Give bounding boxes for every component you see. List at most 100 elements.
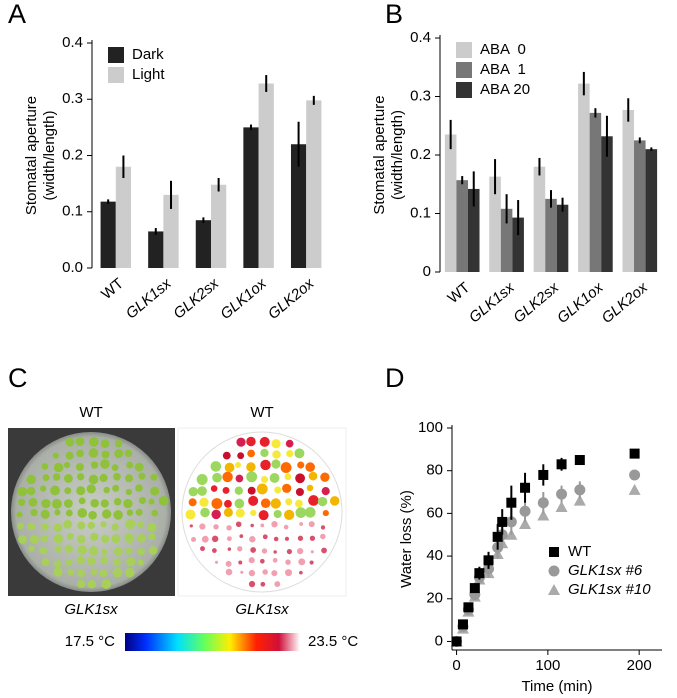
seedling <box>53 523 63 533</box>
seedling <box>100 521 107 528</box>
seedling <box>41 463 49 470</box>
point <box>463 602 474 613</box>
seedling <box>88 474 99 485</box>
seedling <box>76 486 86 496</box>
seedling <box>26 486 36 496</box>
heat-spot <box>211 548 217 553</box>
image-label: GLK1sx <box>235 601 289 618</box>
point <box>574 455 585 466</box>
panel-letter: D <box>385 363 405 393</box>
y-tick-label: 0 <box>423 263 431 280</box>
y-tick-label: 0 <box>435 632 443 649</box>
seedling <box>27 522 36 531</box>
point <box>628 483 641 495</box>
seedling <box>86 484 96 494</box>
bar <box>634 140 646 272</box>
bar <box>100 201 116 268</box>
bar <box>556 204 569 272</box>
heat-spot <box>238 560 243 565</box>
bar <box>163 194 179 268</box>
heat-spot <box>285 569 293 577</box>
heat-spot <box>297 547 304 555</box>
heat-spot <box>237 452 245 460</box>
heat-spot <box>260 448 269 458</box>
seedling <box>125 567 135 578</box>
seedling <box>99 569 108 577</box>
heat-spot <box>321 547 327 554</box>
seedling <box>111 464 119 471</box>
seedling <box>126 509 134 516</box>
bar <box>545 198 557 272</box>
seedling <box>63 461 71 469</box>
seedling <box>87 579 97 589</box>
x-tick-label: 100 <box>535 657 560 674</box>
bar <box>195 220 211 268</box>
heat-spot <box>297 535 304 541</box>
y-axis-label: (width/length) <box>389 110 406 200</box>
seedling <box>17 498 26 506</box>
heat-spot <box>222 451 231 460</box>
y-tick-label: 0.3 <box>62 90 83 107</box>
heat-spot <box>223 507 233 517</box>
heat-spot <box>310 550 314 554</box>
legend-swatch <box>456 82 472 98</box>
image-label: WT <box>250 404 273 421</box>
x-tick-label: 0 <box>452 657 460 674</box>
seedling <box>113 472 121 481</box>
heat-spot <box>211 509 221 520</box>
heat-spot <box>214 560 219 564</box>
panel-letter: C <box>8 363 28 393</box>
seedling <box>137 548 145 556</box>
heat-spot <box>308 521 315 528</box>
legend-label: WT <box>568 543 591 560</box>
point <box>556 488 568 500</box>
heat-spot <box>188 486 198 497</box>
seedling <box>113 497 122 506</box>
bar <box>489 176 501 272</box>
bar <box>148 231 164 268</box>
x-tick-label: WT <box>445 279 474 307</box>
heat-spot <box>285 498 293 506</box>
heat-spot <box>282 483 292 493</box>
seedling <box>76 569 85 578</box>
heat-spot <box>309 535 316 541</box>
seedling <box>113 558 121 567</box>
image-label: GLK1sx <box>64 601 118 618</box>
heat-spot <box>225 568 233 576</box>
point <box>474 568 485 579</box>
seedling <box>134 462 144 472</box>
point <box>469 583 480 594</box>
x-tick-label: GLK1sx <box>123 275 175 323</box>
legend-label: ABA 1 <box>480 61 526 78</box>
point <box>574 484 586 496</box>
x-tick-label: GLK1sx <box>466 279 518 327</box>
y-axis-label: Water loss (%) <box>398 490 415 588</box>
heat-spot <box>295 507 307 518</box>
heat-spot <box>295 487 304 497</box>
seedling <box>77 508 88 518</box>
seedling <box>16 511 23 518</box>
seedling <box>88 437 99 447</box>
heat-spot <box>226 525 232 531</box>
seedling <box>102 509 112 519</box>
legend-label: Dark <box>132 46 164 63</box>
heat-spot <box>222 486 230 494</box>
seedling <box>65 451 74 460</box>
seedling <box>39 485 47 492</box>
heat-spot <box>258 510 269 521</box>
seedling <box>75 462 84 471</box>
point <box>573 494 586 506</box>
seedling <box>63 519 73 529</box>
point <box>506 497 517 508</box>
heat-spot <box>227 547 232 551</box>
seedling <box>125 488 133 496</box>
scale-label: 17.5 °C <box>65 633 115 650</box>
seedling <box>51 498 62 509</box>
seedling <box>67 568 75 576</box>
legend-swatch <box>456 42 472 58</box>
seedling <box>148 532 156 541</box>
seedling <box>135 508 143 516</box>
heat-spot <box>200 507 210 518</box>
seedling <box>66 532 74 540</box>
heat-spot <box>212 472 222 483</box>
